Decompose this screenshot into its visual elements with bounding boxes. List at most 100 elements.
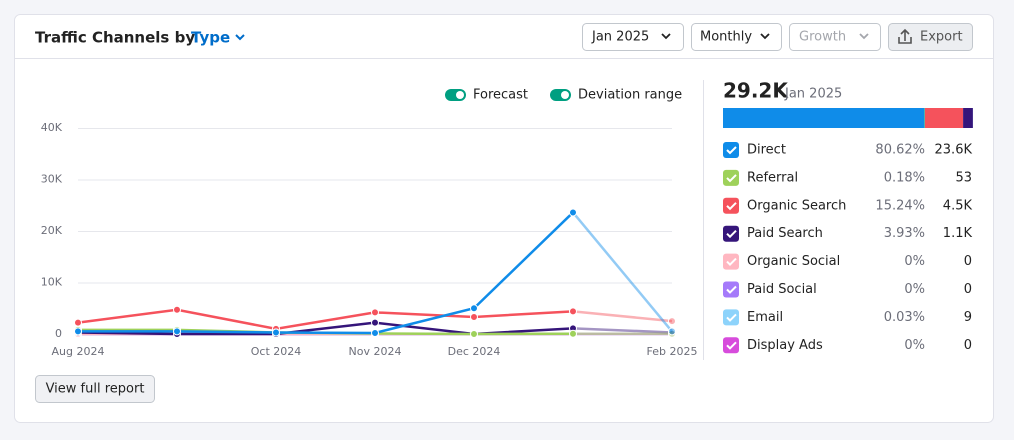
- total: 29.2K: [723, 79, 789, 103]
- metric-label: Growth: [799, 30, 846, 45]
- share-label: 0.18%: [884, 170, 925, 185]
- checkbox: [723, 337, 739, 354]
- card: [14, 14, 994, 423]
- point: [668, 327, 676, 336]
- share-label: 0%: [904, 282, 925, 297]
- x-tick-label: Oct 2024: [251, 345, 302, 358]
- total-label: 4.5K: [943, 198, 973, 213]
- y-tick-label: 10K: [41, 276, 63, 289]
- y-tick-label: 20K: [41, 224, 63, 237]
- point: [371, 318, 379, 327]
- x-tick-label: Nov 2024: [349, 345, 402, 358]
- share-label: 80.62%: [875, 143, 925, 158]
- checkbox: [723, 309, 739, 326]
- toggle-label: Forecast: [473, 88, 528, 103]
- point: [470, 330, 478, 338]
- channel-name: Direct: [747, 143, 786, 158]
- group-selector[interactable]: Type: [191, 29, 230, 47]
- point: [470, 313, 478, 322]
- point: [74, 327, 82, 336]
- share-segment: [963, 108, 973, 128]
- share-label: 15.24%: [875, 198, 925, 213]
- checkbox: [723, 169, 739, 186]
- share-label: 0%: [904, 338, 925, 353]
- full-report-button[interactable]: [35, 375, 155, 403]
- channel-name: Email: [747, 310, 783, 325]
- check: [726, 229, 737, 239]
- full-report-label: View full report: [46, 382, 145, 397]
- export-label: Export: [920, 30, 963, 45]
- point: [569, 307, 577, 316]
- chevron: [859, 33, 869, 40]
- line: [78, 211, 574, 335]
- point: [272, 328, 280, 337]
- total-label: 23.6K: [935, 143, 973, 158]
- checkbox: [723, 281, 739, 298]
- total-label: 0: [964, 338, 972, 353]
- export-icon: [898, 28, 912, 44]
- y-tick-label: 30K: [41, 173, 63, 186]
- point: [668, 317, 676, 326]
- forecast-segment: [572, 211, 673, 333]
- x-tick-label: Dec 2024: [448, 345, 501, 358]
- total-label: 0: [964, 254, 972, 269]
- total-label: 1.1K: [943, 226, 973, 241]
- total-label: 53: [955, 170, 972, 185]
- x-tick-label: Aug 2024: [52, 345, 105, 358]
- point: [470, 304, 478, 313]
- channel-name: Organic Search: [747, 198, 846, 213]
- check: [726, 257, 737, 267]
- line: [77, 308, 574, 331]
- toggle-knob: [456, 91, 464, 99]
- share-label: 0.03%: [884, 310, 925, 325]
- channel-name: Referral: [747, 170, 798, 185]
- y-tick-label: 0: [55, 327, 62, 340]
- forecast-segment: [572, 310, 673, 323]
- share-segment: [723, 108, 925, 128]
- point: [173, 305, 181, 314]
- y-tick-label: 40K: [41, 121, 63, 134]
- checkbox: [723, 225, 739, 242]
- point: [371, 328, 379, 337]
- check: [726, 285, 737, 294]
- checkbox: [723, 253, 739, 270]
- share-label: 0%: [904, 254, 925, 269]
- point: [173, 327, 181, 336]
- channel-name: Paid Social: [747, 282, 817, 297]
- period-label: Monthly: [700, 30, 752, 45]
- check: [726, 202, 737, 211]
- total-label: 9: [964, 310, 972, 325]
- check: [726, 146, 737, 155]
- channel-name: Paid Search: [747, 226, 823, 241]
- toggle-knob: [561, 91, 569, 99]
- metric-dropdown[interactable]: [789, 23, 881, 51]
- period-dropdown[interactable]: [691, 23, 782, 51]
- channel-name: Display Ads: [747, 338, 823, 353]
- check: [726, 313, 737, 322]
- chevron: [760, 33, 770, 40]
- checkbox: [723, 142, 739, 158]
- check: [726, 174, 737, 183]
- share-segment: [925, 108, 964, 128]
- chevron: [235, 34, 245, 41]
- chevron: [661, 33, 671, 40]
- total-date: Jan 2025: [784, 87, 842, 102]
- point: [569, 208, 577, 217]
- title: Traffic Channels by: [35, 29, 195, 47]
- point: [569, 329, 577, 338]
- total-label: 0: [964, 282, 972, 297]
- forecast-segment: [572, 327, 673, 334]
- checkbox: [723, 197, 739, 214]
- date-label: Jan 2025: [591, 30, 649, 45]
- check: [726, 341, 737, 350]
- toggle-label: Deviation range: [578, 88, 682, 103]
- point: [371, 308, 379, 317]
- x-tick-label: Feb 2025: [647, 345, 698, 358]
- date-dropdown[interactable]: [582, 23, 684, 51]
- point: [668, 329, 676, 338]
- share-label: 3.93%: [884, 226, 925, 241]
- channel-name: Organic Social: [747, 254, 840, 269]
- point: [74, 318, 82, 327]
